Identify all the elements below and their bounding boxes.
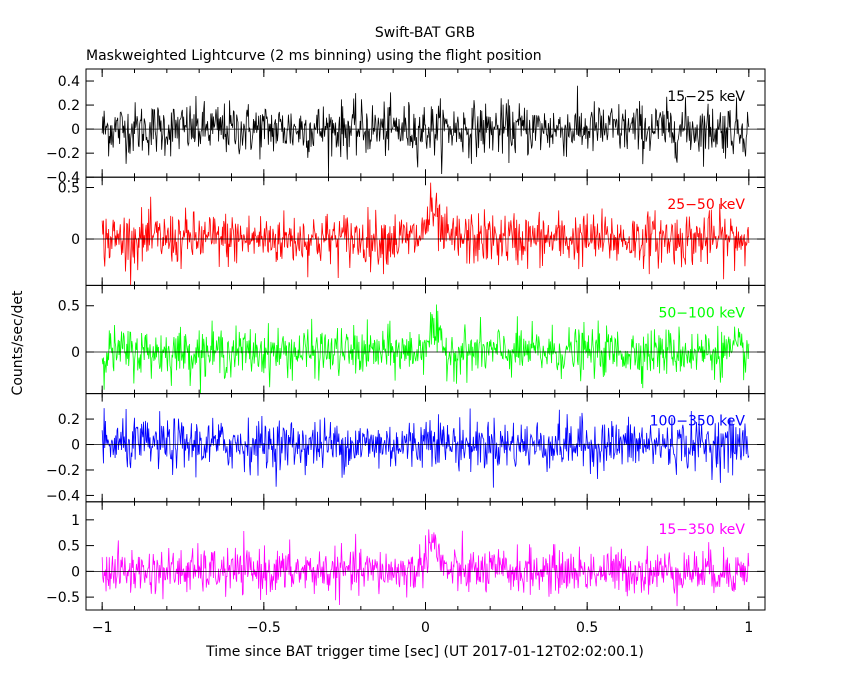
- panel-1: −0.4 −0.2 0 0.2 0.4 15−25 keV: [46, 68, 766, 186]
- series-trace-3: [101, 304, 750, 394]
- panel-4: −0.4 −0.2 0 0.2 100−350 keV: [46, 393, 766, 504]
- y-tick-label: 0.2: [58, 98, 80, 114]
- x-tick-label: 1: [744, 620, 753, 636]
- y-tick-label: 0: [71, 564, 80, 580]
- y-tick-label: 0: [71, 438, 80, 454]
- series-label: 100−350 keV: [650, 414, 746, 430]
- chart-title: Swift-BAT GRB: [375, 25, 475, 41]
- y-tick-label: 1: [71, 513, 80, 529]
- y-tick-label: 0.2: [58, 412, 80, 428]
- panels-group: −0.4 −0.2 0 0.2 0.4 15−25 keV 0 0.5 25−50 keV 0 0.…: [46, 68, 766, 636]
- panel-frame: [85, 284, 766, 395]
- series-label: 15−25 keV: [667, 89, 745, 105]
- series-label: 25−50 keV: [667, 197, 745, 213]
- y-tick-label: −0.2: [46, 463, 80, 479]
- chart-subtitle: Maskweighted Lightcurve (2 ms binning) u…: [86, 48, 542, 64]
- series-trace-4: [101, 408, 750, 488]
- y-tick-label: 0.5: [58, 299, 80, 315]
- y-tick-label: 0.5: [58, 539, 80, 555]
- x-tick-label: 0.5: [576, 620, 598, 636]
- y-tick-label: −0.4: [46, 170, 80, 186]
- series-trace-5: [101, 529, 750, 607]
- x-tick-label: −0.5: [247, 620, 281, 636]
- series-trace-2: [101, 182, 750, 286]
- y-tick-label: 0: [71, 232, 80, 248]
- y-tick-label: 0: [71, 345, 80, 361]
- panel-2: 0 0.5 25−50 keV: [58, 176, 766, 286]
- y-tick-label: 0: [71, 122, 80, 138]
- panel-3: 0 0.5 50−100 keV: [58, 284, 766, 395]
- y-tick-label: 0.5: [58, 181, 80, 197]
- y-tick-label: 0.4: [58, 74, 80, 90]
- y-tick-label: −0.4: [46, 488, 80, 504]
- panel-5: −0.5 0 0.5 1 15−350 keV: [46, 501, 766, 611]
- y-tick-label: −0.5: [46, 590, 80, 606]
- series-label: 15−350 keV: [658, 522, 745, 538]
- series-trace-1: [101, 85, 750, 176]
- x-tick-label: −1: [92, 620, 113, 636]
- y-axis-label: Counts/sec/det: [10, 290, 26, 395]
- x-axis-label: Time since BAT trigger time [sec] (UT 20…: [205, 644, 644, 660]
- x-tick-label: 0: [421, 620, 430, 636]
- series-label: 50−100 keV: [658, 305, 745, 321]
- y-tick-label: −0.2: [46, 146, 80, 162]
